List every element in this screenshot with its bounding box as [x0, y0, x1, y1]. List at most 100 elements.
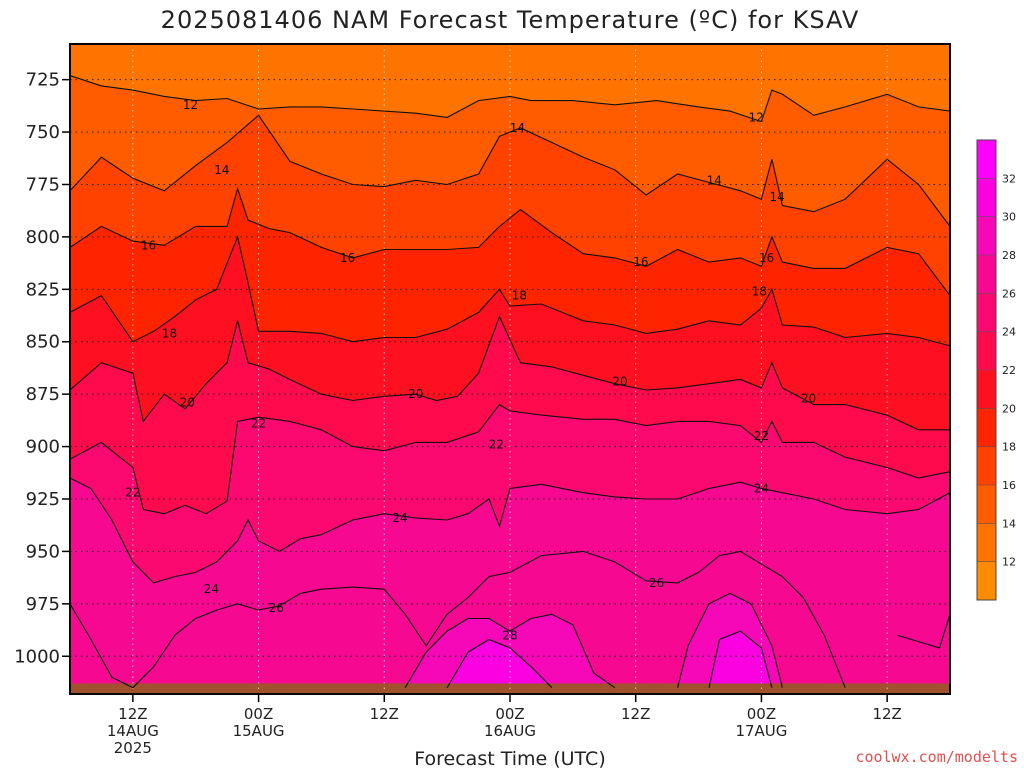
fill-region-3: [70, 188, 950, 346]
contour-label-3-1: 18: [512, 289, 527, 303]
x-tick-label-0-2: 2025: [114, 739, 152, 757]
contour-label-1-3: 14: [770, 190, 785, 204]
contour-label-5-2: 22: [489, 437, 504, 451]
contour-label-8-0: 28: [502, 628, 517, 642]
credit-link[interactable]: coolwx.com/modelts: [855, 748, 1018, 766]
colorbar-swatch-6: [977, 331, 996, 371]
plot-area: [70, 44, 950, 694]
contour-label-2-3: 16: [759, 251, 774, 265]
contour-label-4-2: 20: [612, 375, 627, 389]
fill-region-4: [70, 236, 950, 430]
contour-line-2: [70, 186, 950, 296]
y-tick-label-6: 875: [26, 384, 60, 405]
contour-label-4-1: 20: [408, 387, 423, 401]
contour-label-1-2: 14: [707, 173, 722, 187]
contour-line-0: [70, 74, 950, 123]
contour-label-3-2: 18: [752, 284, 767, 298]
fill-pocket-10: [447, 639, 552, 688]
contour-line-11: [708, 630, 773, 688]
colorbar-label-2: 16: [1002, 479, 1016, 492]
colorbar-swatch-1: [977, 523, 996, 563]
colorbar: 12 14 16 18 20 22 24 26 28 30 32: [976, 139, 1016, 601]
contour-line-4: [70, 315, 950, 431]
contour-line-1: [70, 114, 950, 227]
colorbar-swatch-5: [977, 370, 996, 409]
contour-line-10: [446, 638, 553, 689]
colorbar-label-0: 12: [1002, 556, 1016, 569]
fill-pocket-12: [897, 614, 950, 648]
contour-label-4-0: 20: [180, 396, 195, 410]
contour-line-12: [897, 614, 950, 649]
colorbar-swatch-11: [977, 140, 996, 179]
x-tick-label-0-0: 12Z: [118, 705, 147, 723]
colorbar-swatch-2: [977, 485, 996, 524]
y-tick-label-2: 775: [26, 174, 60, 195]
colorbar-swatch-4: [977, 408, 996, 448]
chart-title: 2025081406 NAM Forecast Temperature (ºC)…: [161, 6, 860, 34]
y-tick-label-5: 850: [26, 332, 60, 353]
contour-label-4-3: 20: [801, 391, 816, 405]
y-tick-label-10: 975: [26, 594, 60, 615]
fill-region-6: [70, 404, 950, 583]
x-tick-label-6-0: 12Z: [872, 705, 901, 723]
x-tick-label-5-1: 17AUG: [735, 722, 787, 740]
fill-region-1: [70, 75, 950, 227]
contour-line-9: [677, 592, 783, 688]
x-tick-label-4-0: 12Z: [621, 705, 650, 723]
colorbar-label-7: 26: [1002, 287, 1016, 300]
colorbar-label-1: 14: [1002, 517, 1016, 530]
fill-region-5: [70, 316, 950, 514]
y-tick-label-9: 950: [26, 541, 60, 562]
contour-label-5-1: 22: [251, 417, 266, 431]
y-tick-label-4: 825: [26, 279, 60, 300]
x-tick-label-3-0: 00Z: [495, 705, 524, 723]
contour-label-0-0: 12: [183, 98, 198, 112]
colorbar-swatch-0: [977, 561, 996, 601]
contour-label-6-0: 24: [204, 582, 219, 596]
colorbar-swatch-3: [977, 446, 996, 486]
contour-label-3-0: 18: [162, 326, 177, 340]
colorbar-swatch-9: [977, 216, 996, 256]
fill-region-2: [70, 115, 950, 296]
contour-label-2-1: 16: [340, 251, 355, 265]
contour-label-6-2: 24: [754, 482, 769, 496]
contour-label-5-0: 22: [125, 486, 140, 500]
x-tick-label-1-0: 00Z: [244, 705, 273, 723]
y-tick-label-0: 725: [26, 70, 60, 91]
contour-label-0-1: 12: [749, 110, 764, 124]
colorbar-swatch-10: [977, 178, 996, 218]
contour-label-7-0: 26: [269, 601, 284, 615]
contour-label-7-1: 26: [649, 576, 664, 590]
contour-label-1-0: 14: [214, 163, 229, 177]
contour-label-2-2: 16: [633, 255, 648, 269]
contour-line-5: [70, 403, 950, 515]
y-tick-label-1: 750: [26, 122, 60, 143]
colorbar-label-3: 18: [1002, 441, 1016, 454]
x-tick-label-3-1: 16AUG: [484, 722, 536, 740]
fill-pocket-11: [709, 631, 772, 688]
y-tick-label-3: 800: [26, 227, 60, 248]
x-axis-label: Forecast Time (UTC): [414, 748, 605, 768]
colorbar-swatch-7: [977, 293, 996, 333]
contour-lines: [70, 74, 950, 689]
x-tick-label-2-0: 12Z: [370, 705, 399, 723]
x-tick-label-5-0: 00Z: [747, 705, 776, 723]
colorbar-label-8: 28: [1002, 249, 1016, 262]
contour-line-6: [70, 477, 950, 584]
colorbar-label-4: 20: [1002, 402, 1016, 415]
colorbar-label-6: 24: [1002, 326, 1016, 339]
contour-label-1-1: 14: [510, 121, 525, 135]
y-tick-label-11: 1000: [14, 646, 60, 667]
contour-line-8: [404, 613, 616, 689]
contour-label-5-3: 22: [754, 429, 769, 443]
contour-labels: 12 12 14 14 14 14 16 16 16 16 18 18 18 20 20 20 20 22 22 22…: [125, 98, 816, 642]
colorbar-swatch-8: [977, 255, 996, 294]
y-axis: 725 750 775 800 825 850 875 900 925 950 975 1000: [14, 70, 70, 667]
colorbar-label-5: 22: [1002, 364, 1016, 377]
y-tick-label-7: 900: [26, 437, 60, 458]
contour-label-2-0: 16: [141, 238, 156, 252]
colorbar-label-10: 32: [1002, 172, 1016, 185]
y-tick-label-8: 925: [26, 489, 60, 510]
